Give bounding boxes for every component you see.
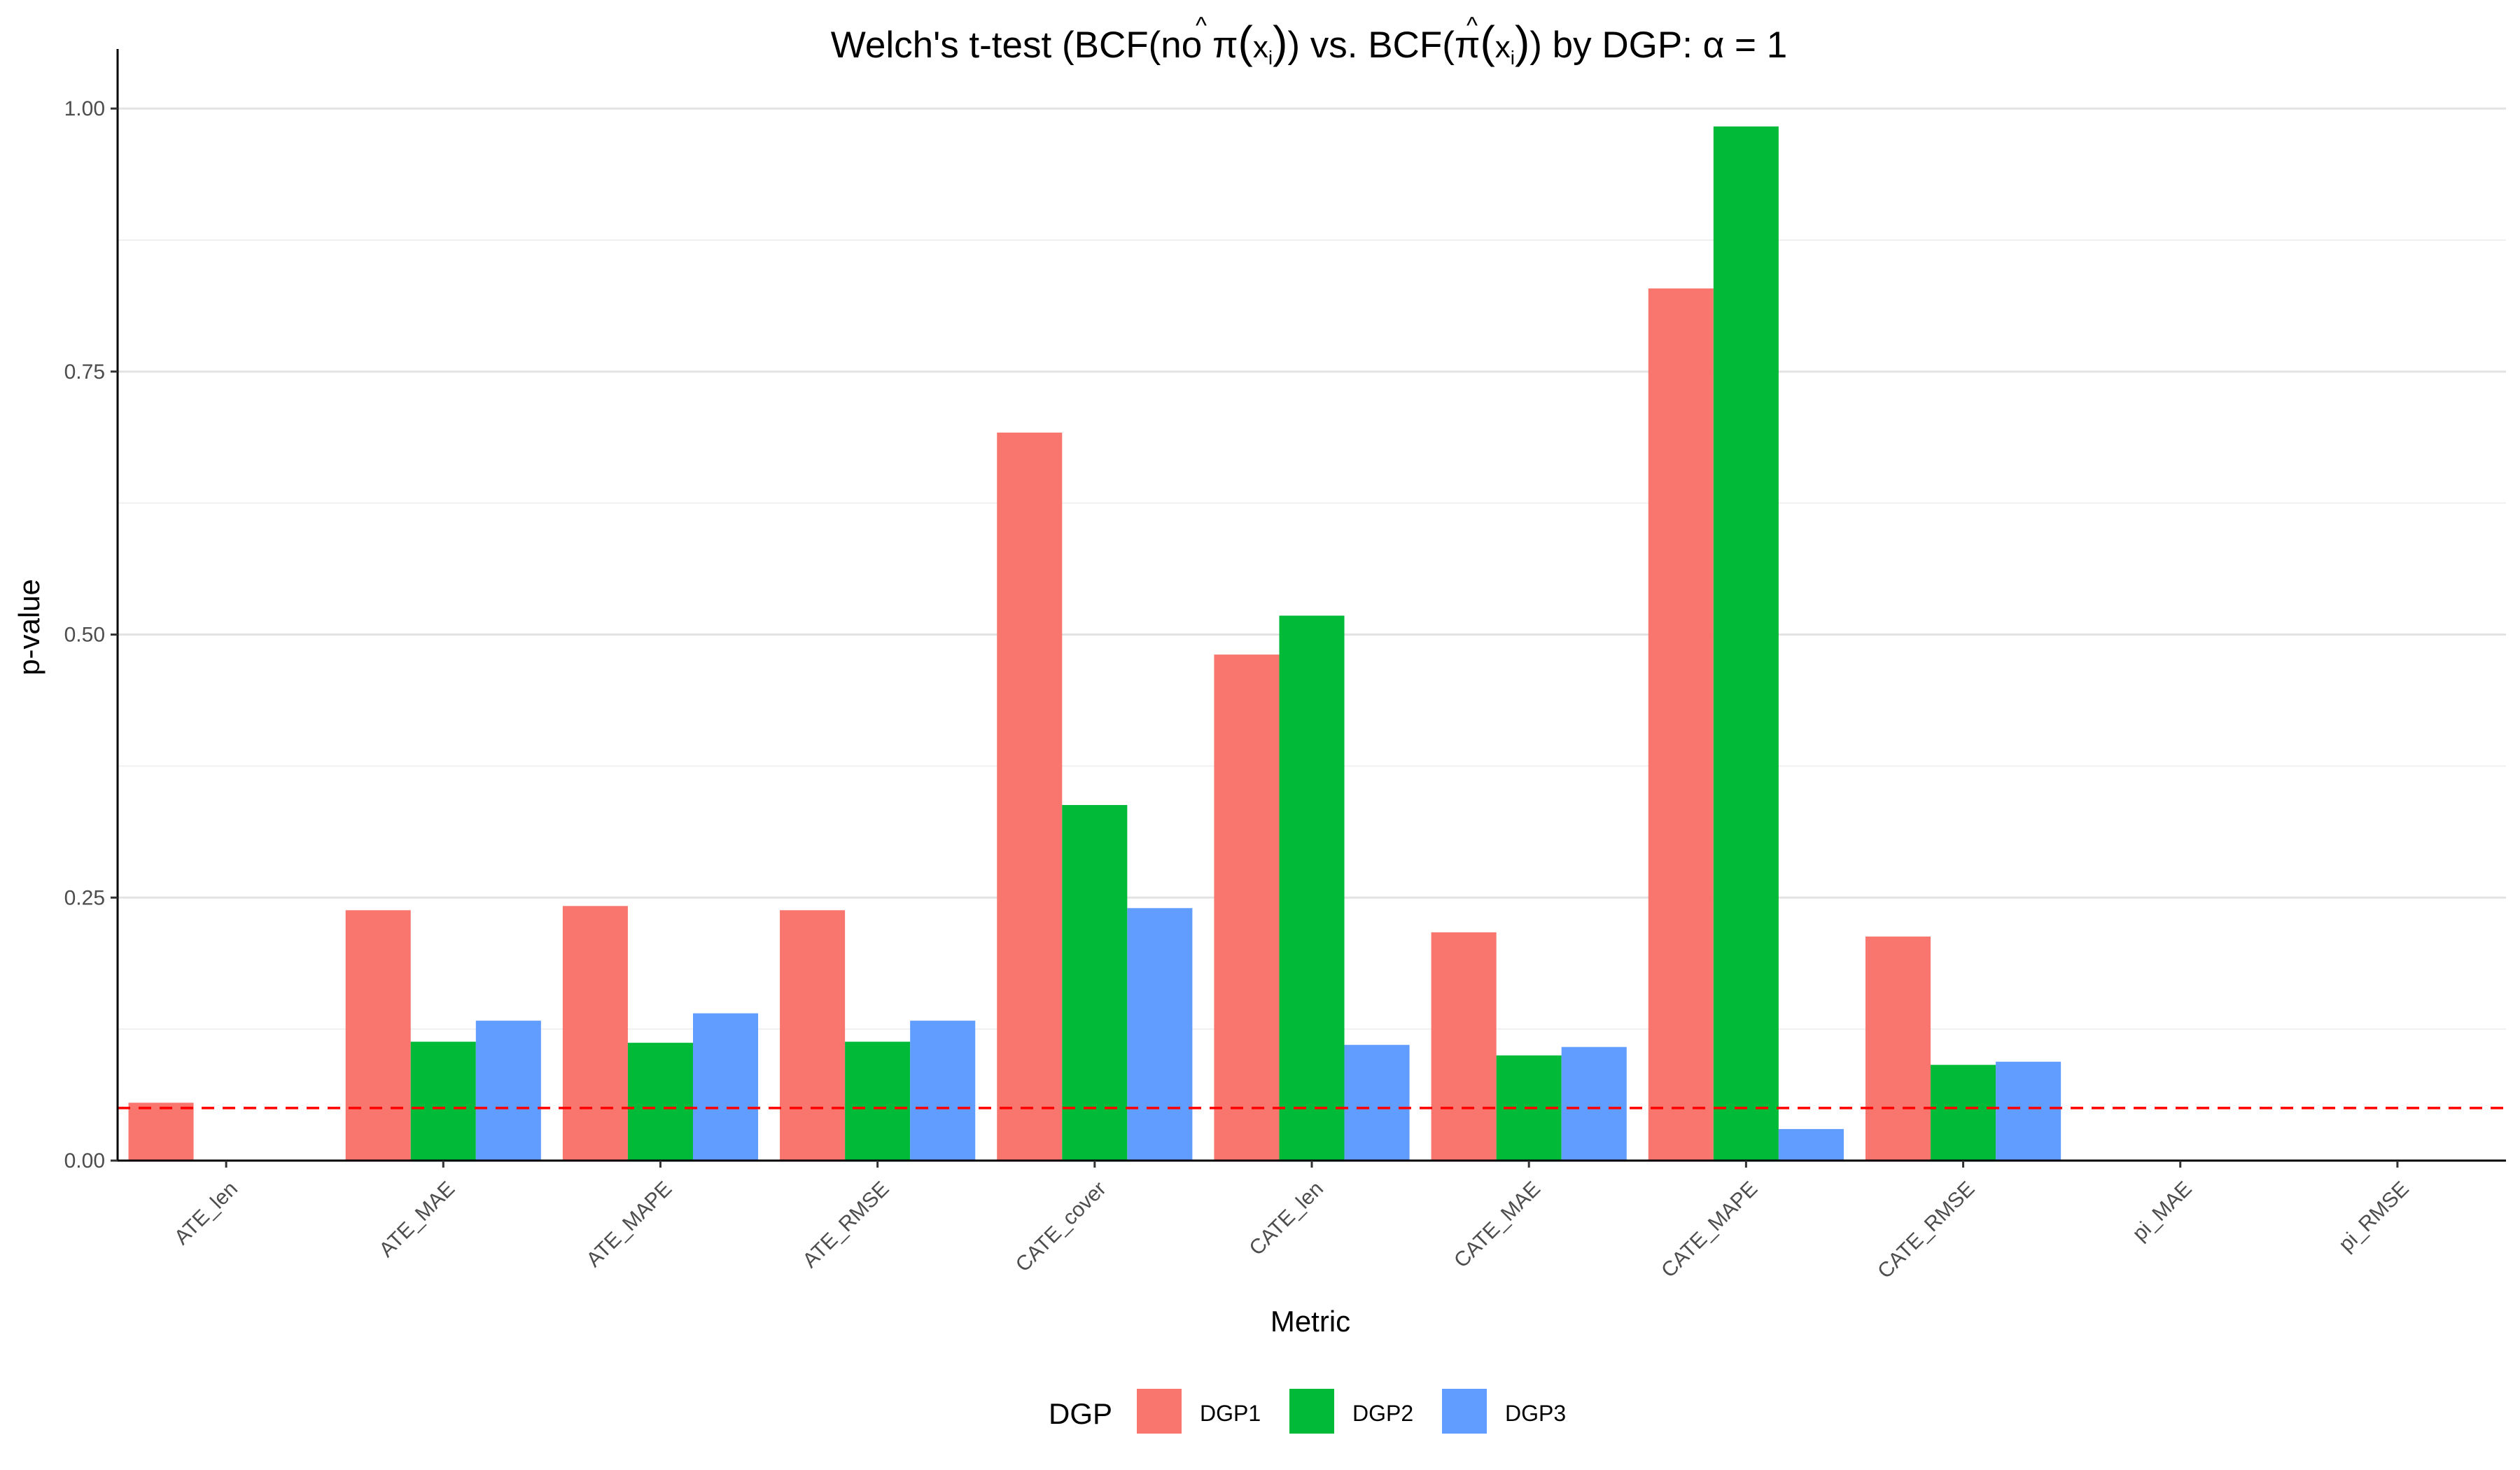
bar-dgp3-cate-cover	[1127, 908, 1193, 1161]
chart-title: Welch's t-test (BCF(no π(xi)) vs. BCF(π(…	[831, 17, 1787, 69]
x-tick-label: CATE_MAE	[1450, 1177, 1545, 1273]
bar-dgp2-ate-rmse	[845, 1042, 911, 1161]
y-tick-label: 0.75	[64, 360, 105, 384]
title-paren-close-2: )	[1515, 17, 1530, 67]
x-tick-label: pi_MAE	[2128, 1177, 2197, 1246]
x-tick-label: ATE_MAPE	[582, 1177, 676, 1272]
legend-label-dgp2: DGP2	[1352, 1401, 1413, 1426]
title-paren-close-1: )	[1273, 17, 1287, 67]
title-prefix: Welch's t-test (BCF(no	[831, 24, 1212, 66]
legend: DGP DGP1 DGP2 DGP3	[1049, 1389, 1566, 1434]
bar-dgp3-ate-rmse	[910, 1021, 976, 1161]
title-middle: ) vs. BCF(	[1287, 24, 1455, 66]
y-tick-label: 0.50	[64, 624, 105, 647]
bar-dgp2-cate-rmse	[1931, 1065, 1996, 1161]
title-pi-2: π	[1455, 24, 1480, 66]
y-ticks-group: 0.00 0.25 0.50 0.75 1.00	[64, 97, 118, 1172]
legend-key-dgp1	[1137, 1389, 1182, 1434]
bar-dgp1-ate-len	[128, 1102, 194, 1161]
bar-dgp1-cate-rmse	[1865, 936, 1931, 1161]
x-tick-label: ATE_len	[170, 1177, 242, 1250]
x-axis-title: Metric	[1270, 1305, 1350, 1338]
bar-dgp3-cate-mae	[1561, 1046, 1627, 1161]
legend-key-dgp2	[1289, 1389, 1334, 1434]
bar-dgp2-cate-mape	[1713, 126, 1779, 1161]
y-tick-label: 0.25	[64, 886, 105, 909]
title-x-1: x	[1253, 30, 1268, 64]
x-tick-label: pi_RMSE	[2334, 1177, 2414, 1256]
legend-title: DGP	[1049, 1397, 1112, 1430]
title-paren-open-1: (	[1238, 17, 1253, 67]
title-sub-2: i	[1511, 47, 1515, 69]
y-tick-label: 1.00	[64, 97, 105, 120]
bars-group	[128, 126, 2062, 1161]
bar-dgp1-ate-rmse	[780, 910, 846, 1161]
bar-dgp1-cate-mape	[1648, 288, 1714, 1161]
x-tick-label: CATE_RMSE	[1873, 1177, 1979, 1283]
x-tick-label: CATE_MAPE	[1657, 1177, 1762, 1282]
title-pi-1: π	[1212, 24, 1238, 66]
title-x-2: x	[1495, 30, 1511, 64]
bar-dgp3-cate-len	[1344, 1044, 1410, 1161]
y-tick-label: 0.00	[64, 1149, 105, 1172]
bar-dgp3-cate-mape	[1778, 1128, 1844, 1161]
x-tick-label: CATE_cover	[1011, 1177, 1111, 1277]
title-sub-1: i	[1268, 47, 1273, 69]
bar-dgp2-cate-len	[1279, 615, 1345, 1161]
bar-dgp3-ate-mape	[692, 1013, 759, 1161]
bar-dgp1-cate-cover	[997, 432, 1063, 1161]
bar-dgp2-ate-mape	[627, 1042, 693, 1161]
bar-dgp1-ate-mae	[345, 910, 411, 1161]
x-tick-label: ATE_MAE	[374, 1177, 459, 1262]
title-hat-2: ^	[1466, 13, 1478, 39]
title-suffix: ) by DGP: α = 1	[1530, 24, 1787, 66]
bar-dgp2-ate-mae	[410, 1042, 476, 1161]
legend-label-dgp3: DGP3	[1505, 1401, 1566, 1426]
x-tick-label: ATE_RMSE	[798, 1177, 893, 1273]
legend-label-dgp1: DGP1	[1200, 1401, 1261, 1426]
bar-dgp1-cate-mae	[1431, 932, 1497, 1161]
bar-dgp2-cate-cover	[1062, 805, 1128, 1161]
title-hat-1: ^	[1196, 13, 1207, 39]
y-axis-title: p-value	[13, 579, 46, 676]
x-ticks-group: ATE_len ATE_MAE ATE_MAPE ATE_RMSE CATE_cover…	[170, 1161, 2414, 1283]
bar-dgp3-cate-rmse	[1996, 1061, 2062, 1161]
bar-dgp1-cate-len	[1214, 654, 1280, 1161]
bar-dgp3-ate-mae	[475, 1021, 541, 1161]
title-paren-open-2: (	[1480, 17, 1494, 67]
x-tick-label: CATE_len	[1245, 1177, 1327, 1260]
bar-dgp1-ate-mape	[562, 906, 628, 1161]
legend-key-dgp3	[1442, 1389, 1487, 1434]
